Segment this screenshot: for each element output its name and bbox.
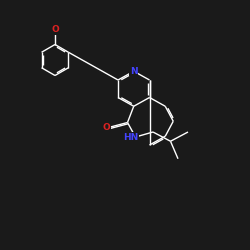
Text: N: N xyxy=(130,67,138,76)
Text: HN: HN xyxy=(124,132,138,141)
Text: O: O xyxy=(51,25,59,34)
Text: O: O xyxy=(102,122,110,132)
